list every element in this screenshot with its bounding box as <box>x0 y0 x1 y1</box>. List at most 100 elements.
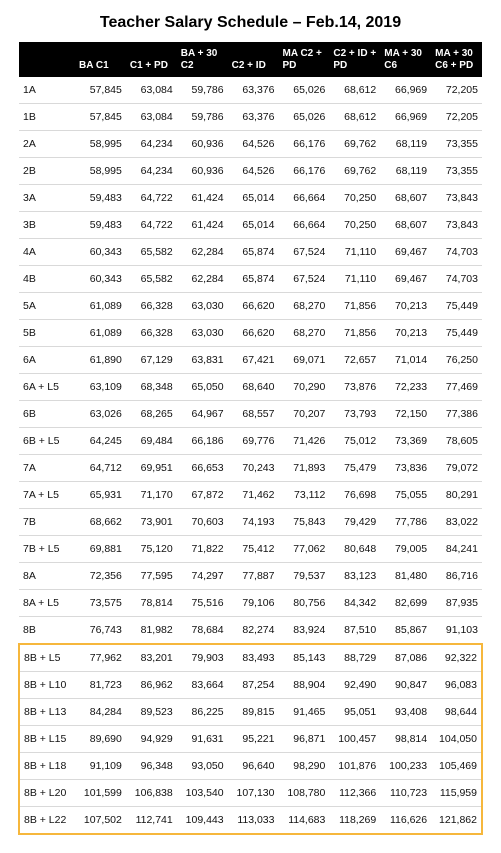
table-row: 3B59,48364,72261,42465,01466,66470,25068… <box>19 212 482 239</box>
value-cell: 75,843 <box>279 509 330 536</box>
value-cell: 96,640 <box>228 753 279 780</box>
value-cell: 92,322 <box>431 644 482 672</box>
value-cell: 77,786 <box>380 509 431 536</box>
step-cell: 1A <box>19 77 75 104</box>
col-step <box>19 42 75 77</box>
value-cell: 75,412 <box>228 536 279 563</box>
table-row: 2A58,99564,23460,93664,52666,17669,76268… <box>19 131 482 158</box>
step-cell: 8B + L22 <box>19 807 75 835</box>
value-cell: 70,603 <box>177 509 228 536</box>
value-cell: 68,612 <box>329 104 380 131</box>
value-cell: 62,284 <box>177 239 228 266</box>
value-cell: 118,269 <box>329 807 380 835</box>
page: Teacher Salary Schedule – Feb.14, 2019 B… <box>0 0 501 853</box>
value-cell: 101,876 <box>329 753 380 780</box>
value-cell: 69,071 <box>279 347 330 374</box>
value-cell: 81,982 <box>126 617 177 645</box>
value-cell: 65,026 <box>279 77 330 104</box>
value-cell: 94,929 <box>126 726 177 753</box>
value-cell: 71,110 <box>329 239 380 266</box>
value-cell: 70,243 <box>228 455 279 482</box>
value-cell: 79,005 <box>380 536 431 563</box>
step-cell: 8A + L5 <box>19 590 75 617</box>
value-cell: 69,762 <box>329 131 380 158</box>
value-cell: 68,265 <box>126 401 177 428</box>
value-cell: 70,290 <box>279 374 330 401</box>
step-cell: 2A <box>19 131 75 158</box>
value-cell: 68,270 <box>279 320 330 347</box>
value-cell: 64,234 <box>126 158 177 185</box>
value-cell: 77,962 <box>75 644 126 672</box>
step-cell: 7B <box>19 509 75 536</box>
value-cell: 109,443 <box>177 807 228 835</box>
value-cell: 66,969 <box>380 104 431 131</box>
value-cell: 80,291 <box>431 482 482 509</box>
step-cell: 8B + L13 <box>19 699 75 726</box>
value-cell: 63,026 <box>75 401 126 428</box>
value-cell: 77,887 <box>228 563 279 590</box>
value-cell: 66,664 <box>279 212 330 239</box>
value-cell: 89,690 <box>75 726 126 753</box>
step-cell: 5B <box>19 320 75 347</box>
table-row: 1B57,84563,08459,78663,37665,02668,61266… <box>19 104 482 131</box>
value-cell: 69,467 <box>380 239 431 266</box>
table-row: 6A61,89067,12963,83167,42169,07172,65771… <box>19 347 482 374</box>
table-header: BA C1C1 + PDBA + 30 C2C2 + IDMA C2 + PDC… <box>19 42 482 77</box>
value-cell: 80,648 <box>329 536 380 563</box>
value-cell: 66,186 <box>177 428 228 455</box>
value-cell: 63,084 <box>126 77 177 104</box>
value-cell: 74,193 <box>228 509 279 536</box>
step-cell: 1B <box>19 104 75 131</box>
col-header: C2 + ID <box>228 42 279 77</box>
value-cell: 65,931 <box>75 482 126 509</box>
value-cell: 83,493 <box>228 644 279 672</box>
value-cell: 64,245 <box>75 428 126 455</box>
value-cell: 84,284 <box>75 699 126 726</box>
value-cell: 63,831 <box>177 347 228 374</box>
table-row: 7A + L565,93171,17067,87271,46273,11276,… <box>19 482 482 509</box>
value-cell: 67,421 <box>228 347 279 374</box>
value-cell: 88,729 <box>329 644 380 672</box>
value-cell: 83,022 <box>431 509 482 536</box>
value-cell: 72,233 <box>380 374 431 401</box>
value-cell: 75,449 <box>431 293 482 320</box>
value-cell: 68,270 <box>279 293 330 320</box>
step-cell: 4B <box>19 266 75 293</box>
step-cell: 8B + L5 <box>19 644 75 672</box>
value-cell: 93,408 <box>380 699 431 726</box>
value-cell: 100,457 <box>329 726 380 753</box>
value-cell: 68,607 <box>380 212 431 239</box>
value-cell: 95,221 <box>228 726 279 753</box>
value-cell: 115,959 <box>431 780 482 807</box>
value-cell: 65,026 <box>279 104 330 131</box>
value-cell: 71,110 <box>329 266 380 293</box>
value-cell: 110,723 <box>380 780 431 807</box>
value-cell: 87,254 <box>228 672 279 699</box>
value-cell: 98,290 <box>279 753 330 780</box>
value-cell: 60,936 <box>177 158 228 185</box>
value-cell: 68,662 <box>75 509 126 536</box>
step-cell: 8B <box>19 617 75 645</box>
col-header: BA C1 <box>75 42 126 77</box>
value-cell: 82,699 <box>380 590 431 617</box>
value-cell: 73,901 <box>126 509 177 536</box>
value-cell: 58,995 <box>75 158 126 185</box>
value-cell: 98,644 <box>431 699 482 726</box>
value-cell: 67,872 <box>177 482 228 509</box>
step-cell: 6B + L5 <box>19 428 75 455</box>
step-cell: 6A <box>19 347 75 374</box>
value-cell: 76,250 <box>431 347 482 374</box>
value-cell: 71,462 <box>228 482 279 509</box>
value-cell: 89,815 <box>228 699 279 726</box>
value-cell: 87,510 <box>329 617 380 645</box>
value-cell: 108,780 <box>279 780 330 807</box>
value-cell: 84,241 <box>431 536 482 563</box>
value-cell: 65,582 <box>126 239 177 266</box>
value-cell: 73,836 <box>380 455 431 482</box>
salary-table: BA C1C1 + PDBA + 30 C2C2 + IDMA C2 + PDC… <box>18 42 483 835</box>
step-cell: 4A <box>19 239 75 266</box>
step-cell: 8B + L18 <box>19 753 75 780</box>
value-cell: 83,123 <box>329 563 380 590</box>
value-cell: 72,356 <box>75 563 126 590</box>
value-cell: 75,120 <box>126 536 177 563</box>
